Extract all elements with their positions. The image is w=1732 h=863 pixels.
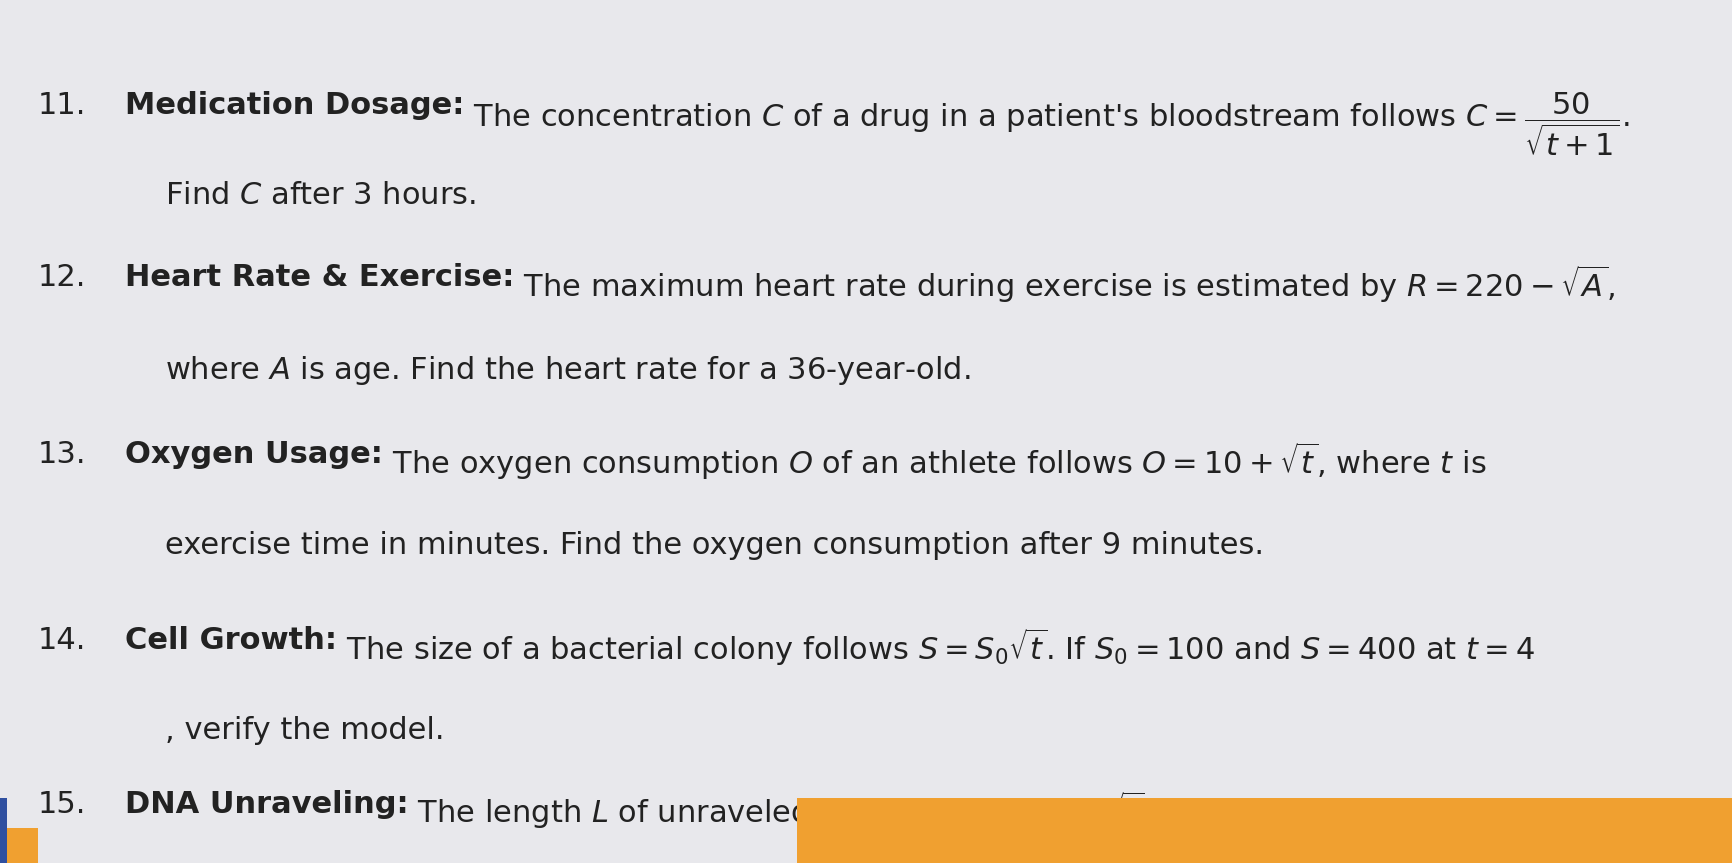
- Text: 15.: 15.: [38, 790, 87, 819]
- Text: The length $\mathit{L}$ of unraveled DNA follows $\mathit{L} = 10\sqrt{t}$. Find: The length $\mathit{L}$ of unraveled DNA…: [409, 790, 1505, 831]
- Text: Medication Dosage:: Medication Dosage:: [125, 91, 464, 120]
- Text: exercise time in minutes. Find the oxygen consumption after 9 minutes.: exercise time in minutes. Find the oxyge…: [165, 531, 1263, 560]
- Text: Cell Growth:: Cell Growth:: [125, 626, 336, 655]
- Text: Heart Rate & Exercise:: Heart Rate & Exercise:: [125, 263, 514, 293]
- Text: 12.: 12.: [38, 263, 87, 293]
- Text: The size of a bacterial colony follows $\mathit{S} = \mathit{S}_0\sqrt{t}$. If $: The size of a bacterial colony follows $…: [336, 626, 1533, 667]
- Text: , verify the model.: , verify the model.: [165, 716, 443, 746]
- Text: The maximum heart rate during exercise is estimated by $\mathit{R} = 220 - \sqrt: The maximum heart rate during exercise i…: [514, 263, 1614, 305]
- Text: 13.: 13.: [38, 440, 87, 469]
- Text: The concentration $\mathit{C}$ of a drug in a patient's bloodstream follows $\ma: The concentration $\mathit{C}$ of a drug…: [464, 91, 1630, 158]
- Text: The oxygen consumption $\mathit{O}$ of an athlete follows $\mathit{O} = 10 + \sq: The oxygen consumption $\mathit{O}$ of a…: [383, 440, 1486, 482]
- Text: Find $\mathit{C}$ after 3 hours.: Find $\mathit{C}$ after 3 hours.: [165, 181, 475, 211]
- Bar: [7, 828, 38, 863]
- Bar: [797, 798, 1732, 863]
- Bar: [0, 798, 7, 863]
- Text: 11.: 11.: [38, 91, 87, 120]
- Text: DNA Unraveling:: DNA Unraveling:: [125, 790, 409, 819]
- Text: 14.: 14.: [38, 626, 87, 655]
- Text: where $\mathit{A}$ is age. Find the heart rate for a 36-year-old.: where $\mathit{A}$ is age. Find the hear…: [165, 354, 970, 387]
- Text: Oxygen Usage:: Oxygen Usage:: [125, 440, 383, 469]
